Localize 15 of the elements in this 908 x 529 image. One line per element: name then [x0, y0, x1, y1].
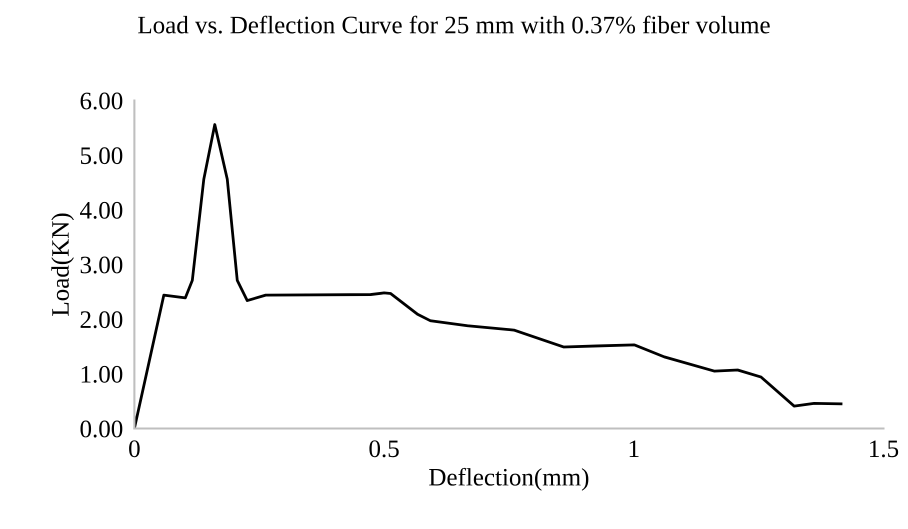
y-tick-label: 2.00 — [80, 311, 122, 328]
x-axis-title: Deflection(mm) — [429, 468, 588, 491]
y-tick-label: 5.00 — [80, 147, 122, 164]
chart-title: Load vs. Deflection Curve for 25 mm with 0.37% fiber volume — [138, 16, 770, 34]
y-tick-label: 3.00 — [80, 256, 122, 274]
y-tick-label: 1.00 — [82, 366, 122, 383]
y-tick-label: 4.00 — [80, 202, 122, 219]
x-tick-label: 0.5 — [369, 440, 399, 458]
y-tick-label: 6.00 — [80, 92, 122, 110]
x-tick-label: 1 — [630, 440, 639, 457]
y-axis-title: Load(KN) — [51, 214, 74, 316]
x-tick-label: 0 — [129, 440, 140, 458]
y-tick-label: 0.00 — [80, 420, 122, 438]
x-tick-label: 1.5 — [870, 440, 898, 458]
line-series — [134, 123, 842, 428]
